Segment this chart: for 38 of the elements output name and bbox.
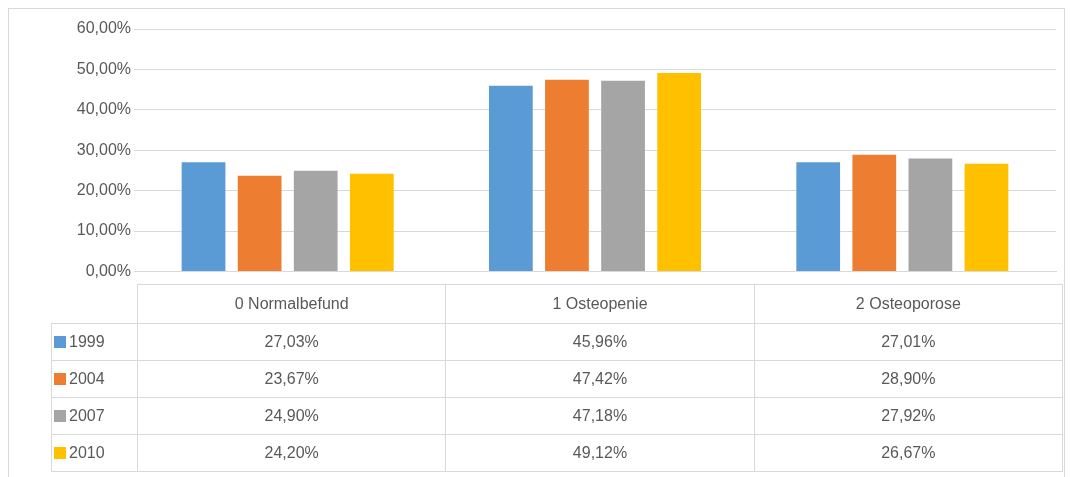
y-tick-label: 60,00% <box>76 19 131 37</box>
y-tick-label: 0,00% <box>85 261 131 279</box>
data-label: 24,20% <box>137 434 446 472</box>
data-label: 24,90% <box>137 397 446 435</box>
data-label: 47,18% <box>445 397 755 435</box>
data-label: 23,67% <box>137 360 446 398</box>
legend-label: 2010 <box>69 443 105 462</box>
data-label: 45,96% <box>445 323 755 361</box>
y-tick-label: 40,00% <box>76 100 131 118</box>
bar <box>545 79 589 271</box>
x-tick-label: 0 Normalbefund <box>137 284 446 324</box>
data-label: 27,92% <box>754 397 1063 435</box>
bar <box>657 72 702 271</box>
bar <box>852 154 897 271</box>
data-label: 27,03% <box>137 323 446 361</box>
legend-label: 2004 <box>69 369 105 388</box>
legend-label: 1999 <box>69 332 105 351</box>
x-tick-label: 1 Osteopenie <box>445 284 755 324</box>
bar <box>293 170 338 271</box>
y-tick-label: 50,00% <box>76 59 131 77</box>
y-tick-label: 30,00% <box>76 140 131 158</box>
data-label: 49,12% <box>445 434 755 472</box>
data-label: 27,01% <box>754 323 1063 361</box>
bar <box>237 175 282 271</box>
data-label: 28,90% <box>754 360 1063 398</box>
bar <box>488 85 533 271</box>
bar <box>964 163 1009 271</box>
legend-label: 2007 <box>69 406 105 425</box>
bar <box>908 158 953 271</box>
y-tick-label: 10,00% <box>76 221 131 239</box>
bar <box>349 173 394 271</box>
x-tick-label: 2 Osteoporose <box>754 284 1063 324</box>
data-label: 26,67% <box>754 434 1063 472</box>
bar <box>181 162 226 271</box>
y-tick-label: 20,00% <box>76 181 131 199</box>
bar <box>796 162 841 271</box>
bar <box>601 80 645 271</box>
data-label: 47,42% <box>445 360 755 398</box>
